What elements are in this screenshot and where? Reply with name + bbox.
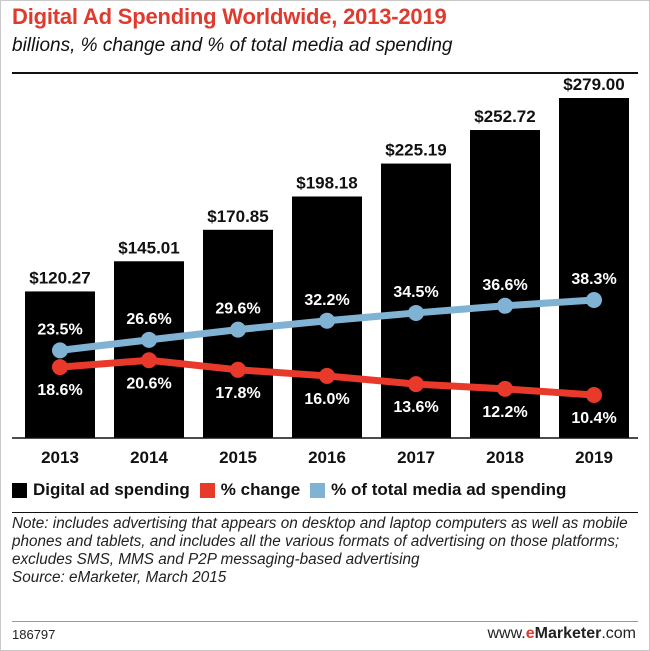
brand-suffix: .com xyxy=(601,625,636,642)
brand-logo: www.eMarketer.com xyxy=(487,625,636,643)
source-text: Source: eMarketer, March 2015 xyxy=(12,569,227,586)
share-label-2018: 36.6% xyxy=(482,277,527,294)
bar-label-2019: $279.00 xyxy=(563,75,624,94)
change-point-2014 xyxy=(141,352,157,369)
bar-label-2016: $198.18 xyxy=(296,173,357,192)
legend-label-change: % change xyxy=(220,480,301,499)
legend-item-change: % change xyxy=(199,480,301,500)
chart-subtitle: billions, % change and % of total media … xyxy=(12,35,453,56)
share-point-2019 xyxy=(586,292,602,308)
bar-2019 xyxy=(559,98,629,438)
legend-swatch-spending xyxy=(12,482,27,498)
x-tick-2014: 2014 xyxy=(130,448,168,467)
change-point-2019 xyxy=(586,387,602,403)
bar-label-2014: $145.01 xyxy=(118,238,179,257)
chart-legend: Digital ad spending % change % of total … xyxy=(12,478,576,502)
chart-title: Digital Ad Spending Worldwide, 2013-2019 xyxy=(12,4,447,29)
bar-label-2015: $170.85 xyxy=(207,207,268,226)
change-label-2017: 13.6% xyxy=(393,399,438,416)
change-point-2017 xyxy=(408,376,424,393)
change-label-2013: 18.6% xyxy=(37,382,82,399)
x-tick-2019: 2019 xyxy=(575,448,613,467)
chart-note: Note: includes advertising that appears … xyxy=(12,515,638,587)
change-point-2018 xyxy=(497,380,513,397)
x-tick-2017: 2017 xyxy=(397,448,435,467)
change-label-2016: 16.0% xyxy=(304,391,349,408)
share-label-2015: 29.6% xyxy=(215,301,260,318)
brand-prefix: www. xyxy=(487,625,526,642)
change-label-2014: 20.6% xyxy=(126,375,171,392)
change-point-2016 xyxy=(319,367,335,384)
legend-item-share: % of total media ad spending xyxy=(310,480,566,500)
share-label-2017: 34.5% xyxy=(393,284,438,301)
share-point-2014 xyxy=(141,331,157,348)
bar-2014 xyxy=(114,261,184,438)
footer-divider xyxy=(12,621,638,622)
x-tick-2016: 2016 xyxy=(308,448,346,467)
change-point-2013 xyxy=(52,359,68,376)
title-divider xyxy=(12,72,638,74)
share-label-2013: 23.5% xyxy=(37,321,82,338)
combo-chart: $120.27 $145.01 $170.85 $198.18 $225.19 $252.… xyxy=(12,75,638,467)
note-text: Note: includes advertising that appears … xyxy=(12,515,628,568)
bar-label-2013: $120.27 xyxy=(29,268,90,287)
legend-swatch-share xyxy=(310,482,326,498)
legend-label-spending: Digital ad spending xyxy=(33,480,190,499)
legend-label-share: % of total media ad spending xyxy=(331,480,567,499)
x-tick-2018: 2018 xyxy=(486,448,524,467)
share-label-2019: 38.3% xyxy=(571,271,616,288)
change-label-2015: 17.8% xyxy=(215,385,260,402)
change-label-2018: 12.2% xyxy=(482,404,527,421)
change-point-2015 xyxy=(230,361,246,378)
legend-divider xyxy=(12,512,638,513)
share-point-2013 xyxy=(52,342,68,359)
share-label-2014: 26.6% xyxy=(126,311,171,328)
bar-label-2017: $225.19 xyxy=(385,141,446,160)
legend-item-spending: Digital ad spending xyxy=(12,480,190,500)
x-tick-2015: 2015 xyxy=(219,448,257,467)
change-label-2019: 10.4% xyxy=(571,410,616,427)
share-point-2016 xyxy=(319,312,335,329)
share-point-2017 xyxy=(408,304,424,321)
chart-id: 186797 xyxy=(12,627,56,642)
brand-e: e xyxy=(525,625,535,642)
share-point-2015 xyxy=(230,321,246,338)
brand-name: Marketer xyxy=(534,625,602,642)
bar-label-2018: $252.72 xyxy=(474,107,535,126)
bar-2017 xyxy=(381,163,451,438)
share-point-2018 xyxy=(497,297,513,314)
share-label-2016: 32.2% xyxy=(304,292,349,309)
legend-swatch-change xyxy=(199,482,215,498)
x-tick-2013: 2013 xyxy=(41,448,79,467)
